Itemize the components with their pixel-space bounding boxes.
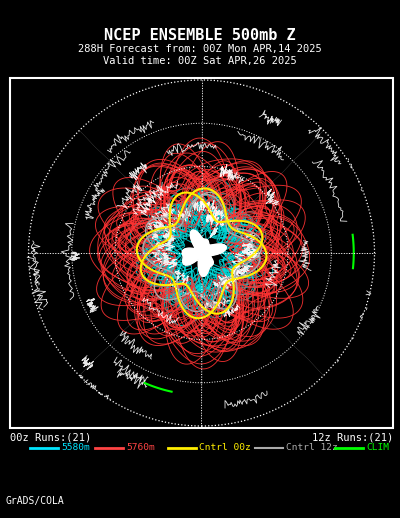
Text: Cntrl 00z: Cntrl 00z (199, 443, 251, 453)
Text: NCEP ENSEMBLE 500mb Z: NCEP ENSEMBLE 500mb Z (104, 28, 296, 43)
Text: 288H Forecast from: 00Z Mon APR,14 2025: 288H Forecast from: 00Z Mon APR,14 2025 (78, 44, 322, 54)
Text: Valid time: 00Z Sat APR,26 2025: Valid time: 00Z Sat APR,26 2025 (103, 56, 297, 66)
Text: 5760m: 5760m (126, 443, 155, 453)
Text: CLIM: CLIM (366, 443, 389, 453)
Polygon shape (182, 230, 226, 277)
Text: GrADS/COLA: GrADS/COLA (5, 496, 64, 506)
Text: 00z Runs:(21): 00z Runs:(21) (10, 433, 91, 443)
Text: 12z Runs:(21): 12z Runs:(21) (312, 433, 393, 443)
Bar (10, 78, 393, 428)
Text: Cntrl 12z: Cntrl 12z (286, 443, 338, 453)
Text: 5580m: 5580m (61, 443, 90, 453)
